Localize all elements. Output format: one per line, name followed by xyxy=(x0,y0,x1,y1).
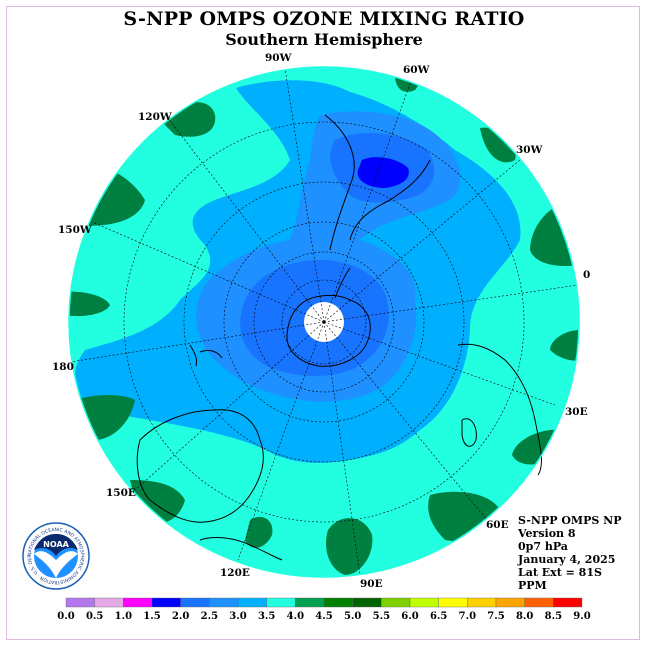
colorbar-swatch xyxy=(467,597,497,608)
colorbar-swatch xyxy=(65,597,95,608)
colorbar-swatch xyxy=(524,597,554,608)
colorbar-swatch xyxy=(553,597,583,608)
lon-label-150w: 150W xyxy=(58,224,92,236)
lon-label-30e: 30E xyxy=(565,406,588,418)
colorbar-swatch xyxy=(323,597,353,608)
colorbar-tick-label: 5.0 xyxy=(344,611,361,622)
lat-circle xyxy=(281,279,367,365)
colorbar-tick-label: 1.0 xyxy=(115,611,132,622)
map-subtitle: Southern Hemisphere xyxy=(225,30,423,49)
antarctica-coast xyxy=(286,294,371,367)
meridians xyxy=(69,67,579,576)
lon-label-90w: 90W xyxy=(265,52,292,64)
colorbar-swatch xyxy=(495,597,525,608)
colorbar-tick-label: 7.0 xyxy=(459,611,476,622)
colorbar: 0.0 0.5 1.0 1.5 2.0 2.5 3.0 3.5 4.0 4.5 5.0 5.5 6.0 6… xyxy=(57,597,591,622)
info-block: S-NPP OMPS NP Version 8 0p7 hPa January … xyxy=(518,514,621,592)
lat-circle xyxy=(253,251,395,393)
antarctic-peninsula xyxy=(334,267,351,299)
colorbar-tick-label: 6.0 xyxy=(401,611,418,622)
ozone-field xyxy=(69,67,579,577)
lat-circle xyxy=(183,181,465,463)
colorbar-swatch xyxy=(180,597,210,608)
info-instrument: S-NPP OMPS NP xyxy=(518,514,622,527)
logo-top xyxy=(34,534,78,556)
colorbar-tick-label: 1.5 xyxy=(143,611,160,622)
colorbar-swatch xyxy=(209,597,239,608)
map-title: S-NPP OMPS OZONE MIXING RATIO xyxy=(123,8,525,30)
colorbar-tick-label: 6.5 xyxy=(430,611,447,622)
info-units: PPM xyxy=(518,579,547,592)
info-date: January 4, 2025 xyxy=(518,553,616,566)
colorbar-tick-label: 0.5 xyxy=(86,611,103,622)
colorbar-swatch xyxy=(94,597,124,608)
lon-label-30w: 30W xyxy=(516,144,543,156)
indonesia xyxy=(199,537,283,561)
south-america xyxy=(324,114,431,251)
map-rim xyxy=(68,66,580,578)
lon-label-150e: 150E xyxy=(106,487,136,499)
lat-circle xyxy=(123,121,525,523)
lon-label-180: 180 xyxy=(52,361,74,373)
logo-text: NOAA xyxy=(43,540,69,549)
colorbar-swatch xyxy=(352,597,382,608)
lon-label-60e: 60E xyxy=(486,519,509,531)
info-version: Version 8 xyxy=(518,527,576,540)
colorbar-tick-label: 8.0 xyxy=(516,611,533,622)
colorbar-swatch xyxy=(237,597,267,608)
plot-frame xyxy=(6,6,640,640)
graticule xyxy=(69,67,579,576)
colorbar-tick-label: 0.0 xyxy=(57,611,74,622)
new-zealand xyxy=(189,344,223,367)
logo-bird xyxy=(34,551,78,578)
madagascar xyxy=(461,418,477,447)
colorbar-swatch xyxy=(295,597,325,608)
coastlines xyxy=(136,114,542,561)
colorbar-tick-label: 4.5 xyxy=(315,611,332,622)
colorbar-tick-label: 2.0 xyxy=(172,611,189,622)
colorbar-tick-label: 3.0 xyxy=(229,611,246,622)
australia xyxy=(136,409,264,523)
colorbar-tick-label: 9.0 xyxy=(573,611,590,622)
africa xyxy=(457,343,542,476)
lon-label-90e: 90E xyxy=(360,578,383,590)
colorbar-swatch xyxy=(266,597,296,608)
colorbar-swatch xyxy=(151,597,181,608)
info-lat-ext: Lat Ext = 81S xyxy=(518,566,602,579)
lon-label-0: 0 xyxy=(583,269,590,281)
colorbar-tick-label: 3.5 xyxy=(258,611,275,622)
colorbar-swatch xyxy=(409,597,439,608)
colorbar-tick-label: 2.5 xyxy=(201,611,218,622)
info-level: 0p7 hPa xyxy=(518,540,568,553)
lon-label-120e: 120E xyxy=(220,567,250,579)
colorbar-tick-label: 4.0 xyxy=(287,611,304,622)
colorbar-swatch xyxy=(381,597,411,608)
colorbar-swatch xyxy=(123,597,153,608)
colorbar-swatch xyxy=(438,597,468,608)
colorbar-tick-label: 5.5 xyxy=(373,611,390,622)
band-1.5-2.0 xyxy=(357,157,409,188)
band-2.0-2.5 xyxy=(240,133,435,376)
longitude-labels: 90W 60W 30W 0 30E 60E 90E 120E 150E 180 … xyxy=(52,52,590,590)
lon-label-120w: 120W xyxy=(138,111,172,123)
colorbar-tick-label: 8.5 xyxy=(545,611,562,622)
colorbar-tick-label: 7.5 xyxy=(487,611,504,622)
lon-label-60w: 60W xyxy=(403,64,430,76)
lat-circle xyxy=(223,221,425,423)
